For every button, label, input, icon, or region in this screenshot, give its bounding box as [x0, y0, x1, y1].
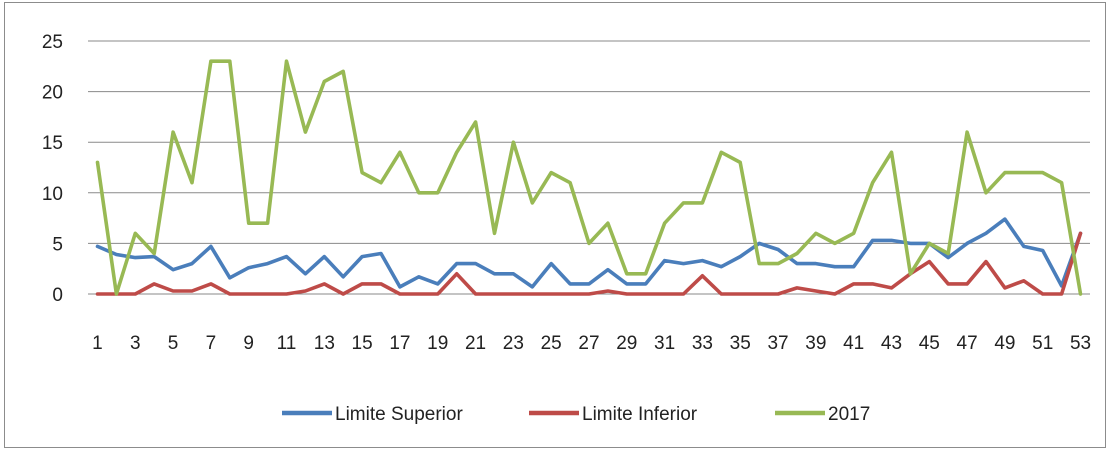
- x-tick-label: 25: [541, 333, 562, 354]
- x-tick-label: 45: [919, 333, 940, 354]
- x-tick-label: 7: [206, 333, 217, 354]
- x-tick-label: 9: [243, 333, 254, 354]
- x-tick-label: 41: [843, 333, 864, 354]
- x-tick-label: 37: [767, 333, 788, 354]
- x-tick-label: 43: [881, 333, 902, 354]
- y-tick-label: 15: [42, 133, 63, 154]
- y-tick-label: 0: [52, 285, 63, 306]
- legend: Limite Superior Limite Inferior 2017: [282, 404, 870, 425]
- x-tick-label: 1: [92, 333, 103, 354]
- x-tick-label: 27: [578, 333, 599, 354]
- y-tick-label: 5: [52, 234, 63, 255]
- series-lines: [95, 59, 1083, 296]
- y-tick-label: 25: [42, 32, 63, 53]
- x-tick-label: 19: [427, 333, 448, 354]
- x-tick-label: 49: [994, 333, 1015, 354]
- legend-label: Limite Inferior: [582, 404, 698, 425]
- x-tick-label: 3: [130, 333, 141, 354]
- chart-frame: [4, 2, 1106, 448]
- x-tick-label: 11: [277, 333, 297, 354]
- x-tick-label: 31: [654, 333, 675, 354]
- legend-label: 2017: [828, 404, 870, 425]
- x-tick-label: 53: [1070, 333, 1091, 354]
- x-tick-label: 35: [730, 333, 751, 354]
- x-tick-label: 47: [957, 333, 978, 354]
- series-line-limite-inferior: [95, 231, 1083, 296]
- x-tick-label: 5: [168, 333, 179, 354]
- y-tick-label: 20: [42, 83, 63, 104]
- x-tick-label: 13: [314, 333, 335, 354]
- x-tick-label: 17: [389, 333, 410, 354]
- x-tick-label: 29: [616, 333, 637, 354]
- series-line-2017: [95, 59, 1083, 296]
- series-line-limite-superior: [95, 217, 1083, 289]
- x-tick-label: 39: [805, 333, 826, 354]
- gridlines: [88, 40, 1090, 295]
- x-tick-label: 15: [352, 333, 373, 354]
- x-tick-label: 21: [465, 333, 486, 354]
- x-tick-label: 33: [692, 333, 713, 354]
- legend-label: Limite Superior: [335, 404, 463, 425]
- x-tick-label: 51: [1032, 333, 1053, 354]
- x-tick-label: 23: [503, 333, 524, 354]
- y-tick-label: 10: [42, 184, 63, 205]
